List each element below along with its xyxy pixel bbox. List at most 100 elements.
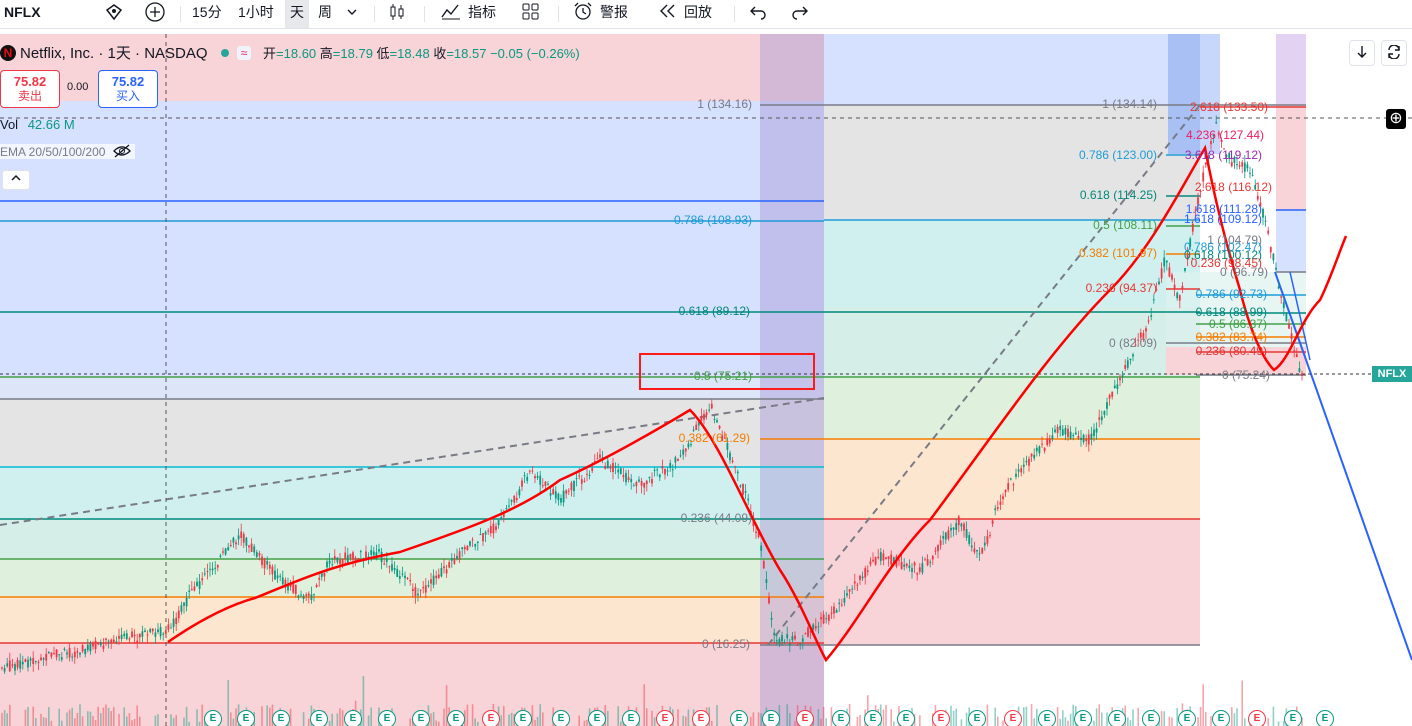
sell-button[interactable]: 75.82 卖出 (0, 70, 60, 108)
candle-style-icon[interactable] (388, 0, 406, 28)
volume-bar (1101, 712, 1103, 726)
earnings-marker-icon[interactable]: E (1074, 710, 1092, 726)
approx-icon[interactable]: ≈ (236, 45, 252, 60)
candle-body (378, 549, 380, 552)
candle-body (502, 512, 505, 518)
alerts-button[interactable]: 警报 (572, 0, 628, 28)
earnings-marker-icon[interactable]: E (622, 710, 640, 726)
candle-body (365, 551, 367, 560)
earnings-marker-icon[interactable]: E (514, 710, 532, 726)
interval-1h[interactable]: 1小时 (238, 4, 274, 20)
candle-body (885, 557, 887, 559)
candle-body (713, 418, 716, 420)
earnings-marker-icon[interactable]: E (1038, 710, 1056, 726)
earnings-marker-icon[interactable]: E (204, 710, 222, 726)
fib-zone (0, 221, 824, 312)
volume-legend[interactable]: Vol 42.66 M (0, 117, 75, 132)
open-label: 开 (263, 46, 277, 61)
earnings-marker-icon[interactable]: E (344, 710, 362, 726)
chart-pane[interactable]: 0.786 (108.93) 0.618 (89.12) 0.5 (75.21) 0.… (0, 28, 1412, 726)
volume-bar (1272, 706, 1275, 726)
interval-15m[interactable]: 15分 (192, 4, 222, 20)
indicators-button[interactable]: 指标 (440, 0, 496, 28)
earnings-marker-icon[interactable]: E (378, 710, 396, 726)
volume-bar (578, 715, 580, 726)
earnings-marker-icon[interactable]: E (897, 710, 915, 726)
earnings-marker-icon[interactable]: E (692, 710, 710, 726)
candle-body (393, 567, 396, 571)
earnings-marker-icon[interactable]: E (588, 710, 606, 726)
buy-button[interactable]: 75.82 买入 (98, 70, 158, 108)
earnings-marker-icon[interactable]: E (968, 710, 986, 726)
earnings-marker-icon[interactable]: E (832, 710, 850, 726)
earnings-marker-icon[interactable]: E (1316, 710, 1334, 726)
candle-body (8, 660, 11, 672)
candle-body (1072, 435, 1075, 437)
candle-body (541, 485, 544, 487)
collapse-legend-button[interactable] (2, 170, 30, 190)
earnings-marker-icon[interactable]: E (1142, 710, 1160, 726)
fib-zone (0, 519, 824, 559)
earnings-marker-icon[interactable]: E (1212, 710, 1230, 726)
earnings-marker-icon[interactable]: E (412, 710, 430, 726)
earnings-marker-icon[interactable]: E (656, 710, 674, 726)
candle-body (606, 460, 609, 469)
candle-body (1230, 162, 1233, 167)
candle-body (237, 535, 240, 540)
candle-body (1134, 344, 1137, 346)
earnings-marker-icon[interactable]: E (310, 710, 328, 726)
earnings-marker-icon[interactable]: E (482, 710, 500, 726)
chart-canvas[interactable] (0, 28, 1412, 726)
earnings-marker-icon[interactable]: E (1178, 710, 1196, 726)
dashed-trend-line (767, 104, 1201, 646)
redo-icon[interactable] (790, 0, 810, 28)
interval-day[interactable]: 天 (285, 0, 309, 28)
fib-zone (824, 34, 1200, 105)
earnings-marker-icon[interactable]: E (864, 710, 882, 726)
replay-button[interactable]: 回放 (658, 0, 712, 28)
candle-body (37, 661, 40, 663)
candle-body (76, 651, 79, 653)
earnings-marker-icon[interactable]: E (1248, 710, 1266, 726)
earnings-marker-icon[interactable]: E (730, 710, 748, 726)
candle-body (843, 598, 846, 603)
chevron-down-icon[interactable] (346, 0, 358, 28)
earnings-marker-icon[interactable]: E (762, 710, 780, 726)
eye-hidden-icon[interactable] (112, 144, 131, 158)
earnings-marker-icon[interactable]: E (237, 710, 255, 726)
fib-zone (1168, 34, 1200, 154)
candle-body (643, 482, 646, 488)
undo-icon[interactable] (748, 0, 768, 28)
candle-body (539, 475, 542, 485)
high-label: 高 (319, 46, 333, 61)
earnings-marker-icon[interactable]: E (796, 710, 814, 726)
earnings-marker-icon[interactable]: E (447, 710, 465, 726)
earnings-marker-icon[interactable]: E (1004, 710, 1022, 726)
fib-level-label: 0.5 (86.37) (1208, 317, 1267, 331)
earnings-marker-icon[interactable]: E (1108, 710, 1126, 726)
fullscreen-button[interactable] (1381, 40, 1407, 66)
symbol-search[interactable]: NFLX (4, 4, 41, 20)
add-symbol-icon[interactable] (144, 0, 166, 28)
volume-bar (430, 713, 432, 726)
symbol-title[interactable]: Netflix, Inc. · 1天 · NASDAQ (20, 45, 208, 62)
interval-week[interactable]: 周 (318, 4, 332, 20)
fib-level-label: 0.5 (108.11) (1093, 218, 1157, 232)
candle-body (1043, 447, 1046, 452)
earnings-marker-icon[interactable]: E (552, 710, 570, 726)
candle-body (344, 552, 347, 560)
add-alert-plus-icon[interactable]: ⊕ (1386, 109, 1406, 129)
candle-body (146, 634, 149, 636)
compare-icon[interactable] (104, 0, 124, 28)
earnings-marker-icon[interactable]: E (932, 710, 950, 726)
netflix-logo-icon: N (0, 44, 16, 61)
layout-grid-icon[interactable] (521, 0, 541, 28)
candle-body (258, 552, 261, 556)
earnings-marker-icon[interactable]: E (1284, 710, 1302, 726)
scroll-down-button[interactable] (1349, 40, 1375, 66)
candle-body (1267, 230, 1270, 234)
ema-legend[interactable]: EMA 20/50/100/200 (0, 144, 135, 159)
volume-bar (89, 711, 92, 726)
earnings-marker-icon[interactable]: E (272, 710, 290, 726)
candle-body (224, 548, 227, 555)
